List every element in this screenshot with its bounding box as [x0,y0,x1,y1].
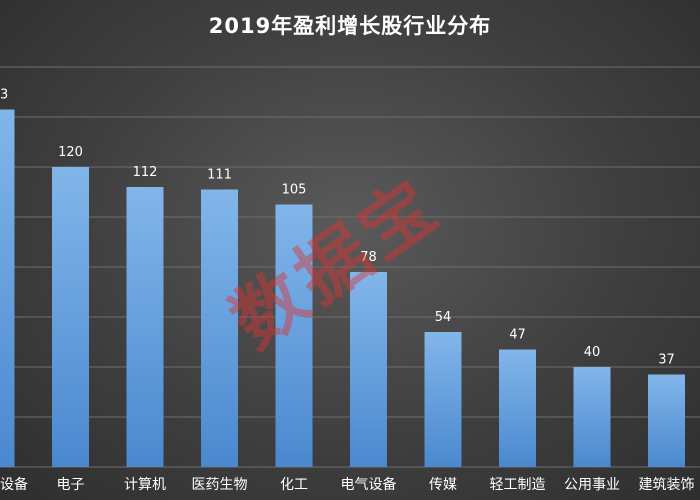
bars [0,109,685,467]
value-label-7: 47 [509,328,526,343]
category-label-3: 医药生物 [192,477,248,493]
value-label-1: 120 [58,145,83,160]
value-label-6: 54 [435,310,452,325]
category-label-2: 计算机 [124,477,166,493]
category-label-0: 设备 [0,476,28,493]
value-label-9: 37 [658,353,675,368]
category-label-4: 化工 [280,477,308,493]
bar-1 [52,167,89,467]
category-label-1: 电子 [57,477,85,493]
category-label-8: 公用事业 [564,477,620,493]
value-labels: 3 120 112 111 105 78 54 47 40 37 [0,88,675,368]
category-labels: 设备 电子 计算机 医药生物 化工 电气设备 传媒 轻工制造 公用事业 建筑装饰 [0,476,695,493]
bar-6 [424,332,462,467]
bar-5 [350,272,387,467]
value-label-0: 3 [0,88,8,103]
value-label-3: 111 [207,168,232,183]
category-label-5: 电气设备 [341,476,397,493]
bar-3 [201,189,238,467]
bar-0 [0,109,15,467]
bar-8 [573,367,611,467]
chart-title: 2019年盈利增长股行业分布 [208,14,492,38]
category-label-7: 轻工制造 [490,477,546,493]
value-label-4: 105 [282,183,307,198]
value-label-8: 40 [584,345,601,360]
bar-4 [275,204,313,467]
category-label-6: 传媒 [429,477,457,493]
value-label-5: 78 [360,250,377,265]
bar-9 [648,374,685,467]
bar-2 [126,187,164,467]
bar-7 [499,349,536,467]
value-label-2: 112 [133,165,158,180]
category-label-9: 建筑装饰 [639,477,695,493]
